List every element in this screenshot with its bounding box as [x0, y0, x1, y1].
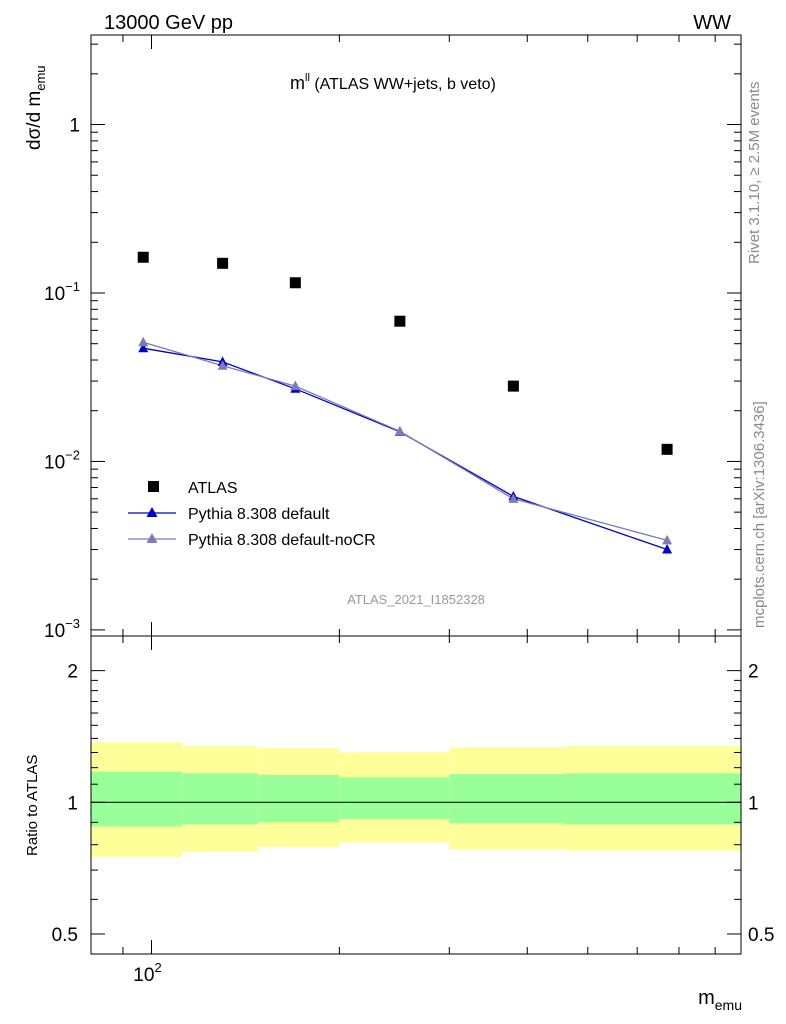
y-tick-label-base: 1	[69, 116, 80, 137]
main-series-markers	[137, 251, 673, 554]
chart-title: mll (ATLAS WW+jets, b veto)	[290, 72, 496, 93]
nocr-data-point	[508, 493, 519, 503]
ratio-y-tick-label-right: 1	[748, 793, 759, 814]
main-y-axis-label-text: dσ/d m	[24, 91, 45, 150]
ratio-uncertainty-bands	[91, 742, 741, 857]
nocr-data-point	[662, 534, 673, 545]
ratio-y-tick-labels: 0.5 0.5 1 1 2 2	[52, 662, 775, 946]
chart-title-rest: (ATLAS WW+jets, b veto)	[310, 76, 496, 93]
default-data-point	[138, 342, 149, 353]
ratio-y-tick-label-left: 0.5	[52, 925, 78, 946]
y-tick-label-base: 10	[44, 284, 65, 305]
nocr-data-point	[217, 360, 228, 370]
legend-default-marker	[146, 507, 158, 517]
y-tick-label: 10−3	[44, 616, 80, 642]
chart-title-main: m	[290, 73, 305, 93]
ratio-y-axis-label: Ratio to ATLAS	[24, 755, 41, 856]
ratio-y-tick-label-right: 2	[748, 662, 759, 683]
x-axis-label-sub: emu	[715, 997, 742, 1013]
x-tick-labels: 102	[133, 960, 161, 986]
nocr-data-point	[394, 425, 405, 436]
nocr-data-point	[138, 336, 149, 347]
main-y-axis-label-sub: emu	[33, 65, 48, 90]
x-tick-label: 102	[133, 960, 161, 986]
ratio-inner-band	[91, 771, 183, 827]
y-tick-label-base: 10	[44, 621, 65, 642]
ratio-inner-band	[565, 773, 741, 825]
legend-default-label: Pythia 8.308 default	[188, 506, 330, 523]
y-tick-label-exponent: −1	[65, 279, 80, 294]
analysis-watermark: ATLAS_2021_I1852328	[347, 592, 485, 607]
main-panel: 110−110−210−3 mll (ATLAS WW+jets, b veto…	[24, 34, 742, 642]
legend-nocr-marker	[146, 533, 158, 543]
ratio-y-tick-label-left: 1	[67, 793, 78, 814]
series-line-nocr	[143, 341, 668, 542]
atlas-data-point	[661, 443, 673, 455]
y-tick-label: 1	[69, 116, 80, 137]
ratio-y-tick-label-right: 0.5	[748, 925, 774, 946]
legend-atlas-label: ATLAS	[188, 480, 238, 497]
x-axis-label-text: m	[698, 987, 715, 1009]
legend-atlas-marker	[148, 481, 159, 492]
y-tick-label-exponent: −2	[65, 447, 80, 462]
ratio-axis-ticks	[90, 636, 741, 954]
main-axis-ticks	[90, 35, 741, 636]
legend: ATLAS Pythia 8.308 default Pythia 8.308 …	[128, 480, 376, 549]
y-tick-label-base: 10	[44, 452, 65, 473]
y-tick-label-exponent: −3	[65, 616, 80, 631]
header-left-label: 13000 GeV pp	[104, 12, 233, 34]
rivet-version-label: Rivet 3.1.10, ≥ 2.5M events	[746, 82, 763, 265]
x-tick-label-base: 10	[133, 965, 154, 986]
ratio-inner-band	[339, 777, 450, 820]
atlas-data-point	[289, 277, 301, 289]
atlas-data-point	[137, 251, 149, 263]
y-tick-label: 10−1	[44, 279, 80, 305]
header-right-label: WW	[693, 12, 731, 34]
mcplots-label: mcplots.cern.ch [arXiv:1306.3436]	[751, 401, 768, 628]
legend-nocr-label: Pythia 8.308 default-noCR	[188, 532, 376, 549]
main-y-tick-labels: 110−110−210−3	[44, 116, 80, 642]
default-data-point	[662, 544, 673, 554]
atlas-data-point	[507, 380, 519, 392]
y-tick-label: 10−2	[44, 447, 80, 473]
main-series-lines	[143, 341, 668, 551]
ratio-y-tick-label-left: 2	[67, 662, 78, 683]
chart-title-sup: ll	[305, 72, 310, 84]
nocr-data-point	[290, 380, 301, 391]
ratio-inner-band	[257, 774, 340, 823]
ratio-plot-frame	[90, 635, 742, 955]
ratio-inner-band	[449, 774, 566, 824]
main-y-axis-label: dσ/d memu	[24, 65, 48, 150]
ratio-inner-band	[182, 773, 258, 825]
atlas-data-point	[394, 315, 406, 327]
x-axis-label: memu	[698, 987, 742, 1013]
atlas-data-point	[217, 257, 229, 269]
x-tick-label-exponent: 2	[154, 960, 161, 975]
ratio-panel: 0.5 0.51 12 2 102 Ratio to ATLAS memu	[24, 635, 775, 1013]
